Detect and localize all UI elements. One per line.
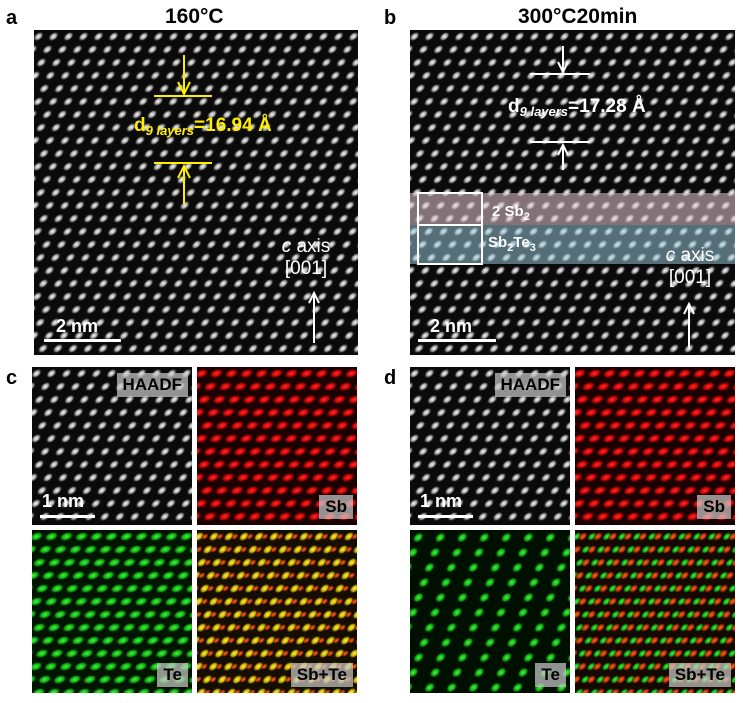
panel-b-axis-word: axis (675, 245, 715, 266)
panel-b-axis-label: c axis [001] (652, 245, 728, 289)
panel-d-sb-tag: Sb (697, 495, 731, 519)
panel-c-te-tag: Te (157, 663, 188, 687)
panel-a-title: 160°C (165, 5, 224, 28)
panel-c-sb-tag: Sb (319, 495, 353, 519)
panel-b-band-bottom-sub1: 2 (507, 242, 514, 254)
panel-a-d-sub: 9 layers (145, 123, 195, 139)
panel-a-d-value: =16.94 Å (194, 115, 272, 136)
panel-b-d-label: d (508, 96, 520, 117)
panel-a-d-label: d (134, 115, 146, 136)
panel-b-scale-bar (418, 339, 496, 342)
panel-a-d-spacing: d9 layers=16.94 Å (134, 115, 272, 138)
panel-a-axis-label: c axis [001] (268, 236, 344, 280)
panel-c-sb-tile: Sb (197, 367, 357, 525)
panel-a-image (34, 30, 358, 355)
panel-b-d-sub: 9 layers (519, 104, 569, 120)
panel-b-band-top-text: 2 Sb (492, 203, 524, 220)
panel-b-annotations (417, 46, 695, 348)
panel-a-scale-text: 2 nm (56, 316, 99, 336)
panel-b-axis-index: [001] (668, 267, 712, 288)
panel-d-scale-bar (418, 515, 473, 518)
panel-c-scale-text: 1 nm (42, 491, 85, 511)
panel-b-d-spacing: d9 layers=17.28 Å (508, 96, 646, 119)
panel-a-scale-bar (44, 339, 121, 342)
panel-b-band-2sb2 (410, 193, 735, 225)
panel-d-sbte-tag: Sb+Te (668, 663, 731, 687)
panel-b-scale-text: 2 nm (430, 316, 473, 336)
panel-c-scale-bar (40, 515, 95, 518)
panel-a-axis-word: axis (291, 236, 331, 257)
panel-a-letter: a (6, 7, 18, 29)
panel-b-band-bottom-text: Sb (488, 234, 508, 251)
panel-d-haadf-tag: HAADF (494, 373, 566, 397)
panel-d-te-tag: Te (535, 663, 566, 687)
panel-a-axis-index: [001] (284, 258, 328, 279)
panel-b-title: 300°C20min (518, 5, 638, 28)
panel-d-sbte-tile: Sb+Te (575, 530, 735, 693)
panel-c-haadf-tile: HAADF 1 nm (32, 367, 192, 525)
panel-c-sbte-tile: Sb+Te (197, 530, 357, 693)
panel-b-band-top-label: 2 Sb2 (492, 203, 530, 223)
panel-d-haadf-tile: HAADF 1 nm (410, 367, 570, 525)
panel-a-annotations (154, 55, 320, 343)
panel-c-te-tile: Te (32, 530, 192, 693)
panel-c-haadf-tag: HAADF (116, 373, 188, 397)
panel-b-band-bottom-label: Sb2Te3 (488, 234, 536, 254)
panel-b-band-top-sub: 2 (523, 211, 530, 223)
panel-a-axis-c: c (281, 236, 292, 257)
panel-d-scale-text: 1 nm (420, 491, 463, 511)
panel-b-letter: b (384, 7, 397, 29)
panel-b-band-bottom-sub2: 3 (529, 242, 536, 254)
panel-b-d-value: =17.28 Å (568, 96, 646, 117)
panel-d-te-tile: Te (410, 530, 570, 693)
panel-b-band-sb2te3 (410, 225, 735, 264)
panel-c-sbte-tag: Sb+Te (290, 663, 353, 687)
panel-d-letter: d (384, 367, 397, 389)
panel-c-letter: c (6, 367, 18, 389)
panel-b-band-bottom-mid: Te (513, 234, 530, 251)
panel-b-axis-c: c (665, 245, 676, 266)
panel-d-sb-tile: Sb (575, 367, 735, 525)
panel-b-image (410, 30, 735, 355)
